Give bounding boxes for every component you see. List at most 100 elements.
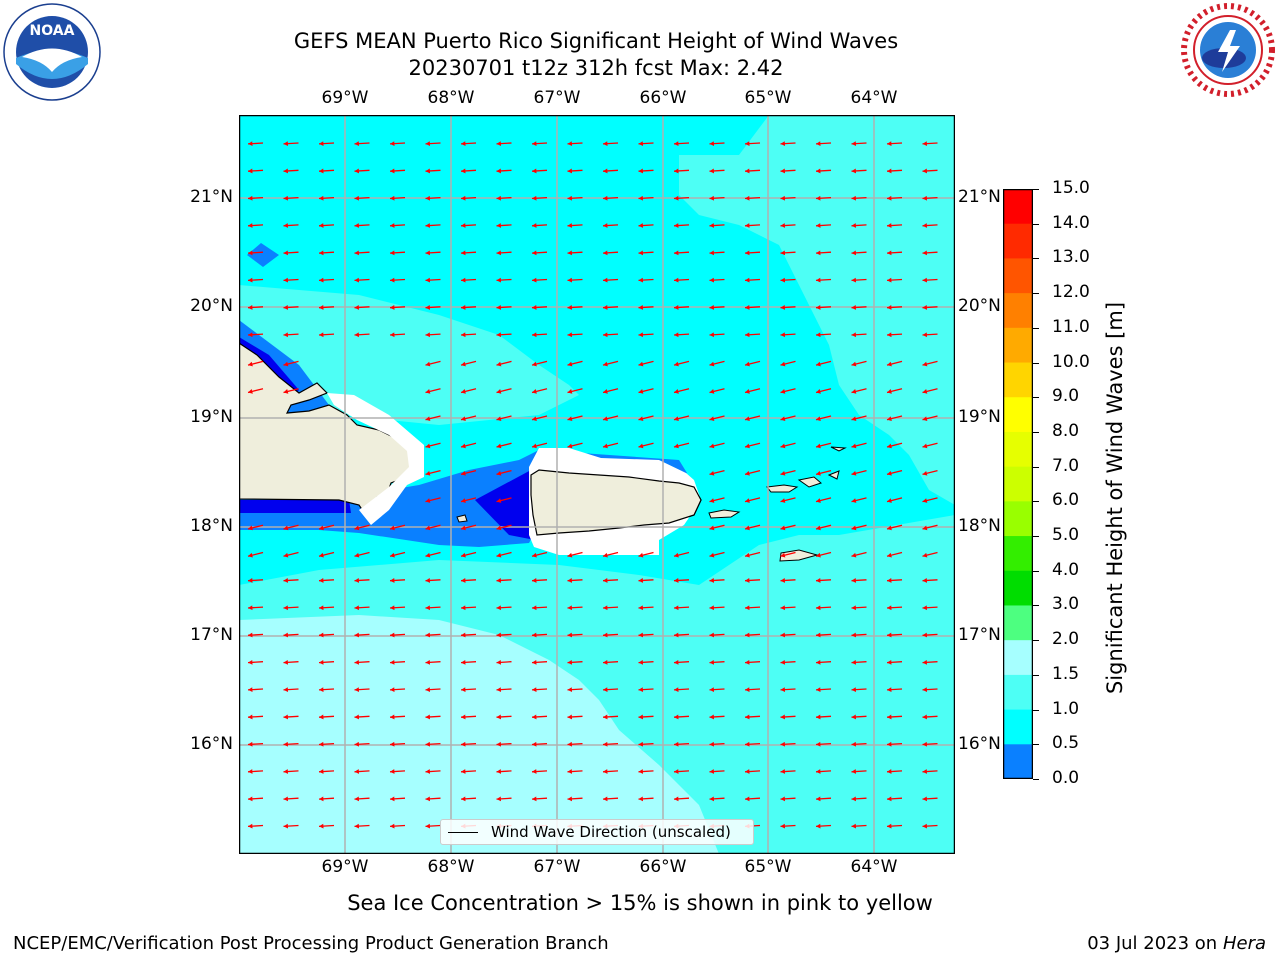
wave-direction-arrow [815,141,832,147]
lon-tick-label: 66°W [639,88,687,108]
map-legend: Wind Wave Direction (unscaled) [440,819,754,845]
colorbar-tick-label: 10.0 [1052,351,1090,372]
wave-direction-arrow [460,769,477,774]
wave-direction-arrow [780,360,796,367]
wave-direction-arrow [460,632,477,638]
wave-direction-arrow [425,415,441,422]
wave-direction-arrow [425,578,441,583]
lat-tick-label: 18°N [958,516,1001,536]
wave-direction-arrow [744,388,761,394]
wave-direction-arrow [886,823,903,829]
lat-tick-label: 17°N [190,625,233,645]
wave-direction-arrow [283,223,299,228]
wave-direction-arrow [815,168,832,174]
wave-direction-arrow [354,741,370,747]
wave-direction-arrow [460,277,477,283]
noaa-logo: NOAA [2,2,102,102]
wave-direction-arrow [709,168,725,174]
wave-direction-arrow [602,141,619,147]
wave-direction-arrow [425,250,441,256]
wave-direction-arrow [673,632,690,638]
wave-direction-arrow [709,551,725,558]
wave-direction-arrow [780,714,796,720]
wave-direction-arrow [709,223,725,228]
colorbar-tick-mark [1033,397,1039,399]
wave-direction-arrow [886,415,903,422]
wave-direction-arrow [886,195,903,201]
wave-direction-arrow [638,141,654,147]
colorbar-tick-mark [1033,536,1039,538]
colorbar-tick-mark [1033,570,1039,572]
wave-direction-arrow [247,168,264,174]
colorbar-swatch [1003,605,1033,641]
wave-direction-arrow [247,551,264,558]
wave-direction-arrow [638,223,654,228]
wave-direction-arrow [886,524,903,531]
wave-direction-arrow [673,305,690,310]
wave-direction-arrow [709,524,725,531]
wave-direction-arrow [744,332,761,338]
wave-direction-arrow [851,223,867,228]
colorbar-tick-mark [1033,605,1039,607]
wave-direction-arrow [815,442,832,449]
wave-direction-arrow [815,360,832,367]
wave-direction-arrow [425,605,441,611]
wave-direction-arrow [247,277,264,283]
wave-direction-arrow [460,388,477,394]
wave-direction-arrow [886,578,903,583]
wave-direction-arrow [673,605,690,611]
wave-direction-arrow [815,741,832,747]
wave-direction-arrow [247,632,264,638]
wave-direction-arrow [815,823,832,829]
lon-tick-label: 64°W [850,857,898,877]
wave-direction-arrow [531,687,548,693]
wave-direction-arrow [851,632,867,638]
wave-direction-arrow [851,141,867,147]
wave-direction-arrow [496,469,512,476]
lon-tick-label: 68°W [427,88,475,108]
wave-direction-arrow [744,714,761,720]
wave-direction-arrow [460,659,477,665]
low-wave-zone-west [239,500,351,513]
wave-direction-arrow [851,305,867,310]
wave-direction-arrow [780,769,796,774]
wave-direction-arrow [815,796,832,802]
wave-direction-arrow [247,332,264,338]
colorbar-tick-mark [1033,674,1039,676]
wave-direction-arrow [318,659,335,665]
wave-direction-arrow [318,687,335,693]
wave-direction-arrow [460,741,477,747]
colorbar-tick-mark [1033,362,1039,364]
wave-direction-arrow [673,687,690,693]
wave-direction-arrow [851,415,867,422]
wave-direction-arrow [744,305,761,310]
wave-direction-arrow [922,605,938,611]
wave-direction-arrow [602,195,619,201]
wave-direction-arrow [567,442,583,449]
wave-direction-arrow [815,632,832,638]
wave-direction-arrow [638,714,654,720]
wave-direction-arrow [496,415,512,422]
wave-direction-arrow [602,714,619,720]
lon-tick-label: 65°W [744,857,792,877]
wave-direction-arrow [247,578,264,583]
wave-direction-arrow [567,195,583,201]
wave-direction-arrow [496,497,512,503]
wave-direction-arrow [922,415,938,422]
wave-direction-arrow [709,497,725,503]
colorbar-frame [1002,188,1034,780]
wave-direction-arrow [744,497,761,503]
sea-ice-note: Sea Ice Concentration > 15% is shown in … [347,891,933,915]
wave-direction-arrow [496,388,512,394]
wave-direction-arrow [318,578,335,583]
wave-direction-arrow [460,605,477,611]
wave-direction-arrow [425,823,441,829]
wave-direction-arrow [744,442,761,449]
wave-direction-arrow [709,388,725,394]
wave-direction-arrow [531,741,548,747]
wave-direction-arrow [247,741,264,747]
wave-direction-arrow [354,714,370,720]
wave-direction-arrow [886,741,903,747]
wave-band-northeast [679,115,955,505]
wave-direction-arrow [531,277,548,283]
